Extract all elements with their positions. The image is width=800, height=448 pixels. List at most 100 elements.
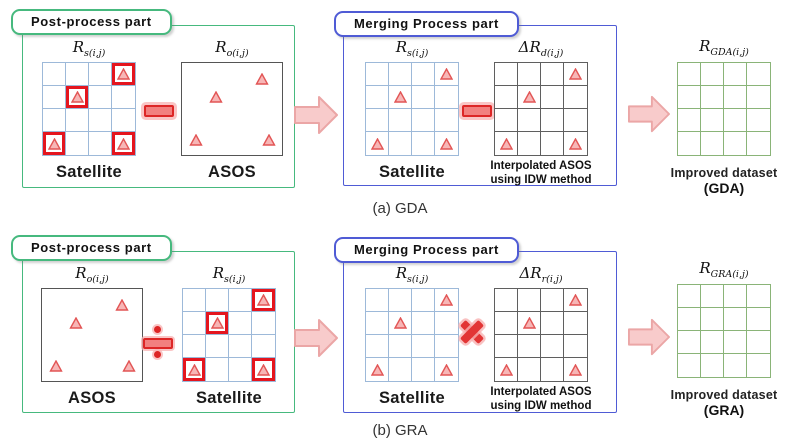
output-grid-label: RGDA(i,j)	[699, 37, 749, 58]
merge-satellite-grid-label: Rs(i,j)	[395, 264, 429, 285]
asos-scatter-box	[41, 288, 143, 382]
grid-cell	[389, 109, 412, 132]
grid-cell	[112, 86, 135, 109]
grid-cell	[366, 63, 389, 86]
grid-cell	[206, 289, 229, 312]
grid-cell	[366, 86, 389, 109]
rain-gauge-triangle-icon	[70, 91, 84, 103]
grid-cell	[678, 132, 701, 155]
grid-cell	[206, 335, 229, 358]
grid-cell	[678, 285, 701, 308]
grid-cell	[366, 289, 389, 312]
grid-cell	[747, 109, 770, 132]
grid-cell	[229, 335, 252, 358]
grid-cell	[747, 132, 770, 155]
rain-gauge-triangle-icon	[522, 91, 536, 103]
station-triangle-icon	[69, 316, 83, 329]
merging-process-title: Merging Process part	[354, 16, 499, 31]
grid-cell	[389, 132, 412, 155]
grid-cell	[518, 289, 541, 312]
rain-gauge-triangle-icon	[569, 68, 582, 80]
grid-cell	[389, 312, 412, 335]
grid-cell	[366, 312, 389, 335]
rain-gauge-triangle-icon	[393, 317, 407, 329]
rain-gauge-triangle-icon	[49, 359, 63, 372]
grid-cell	[43, 132, 66, 155]
grid-cell	[66, 63, 89, 86]
grid-cell	[518, 109, 541, 132]
grid-cell	[66, 109, 89, 132]
grid-cell	[435, 289, 458, 312]
flow-arrow-icon	[627, 93, 671, 135]
station-triangle-icon	[209, 90, 223, 103]
rain-gauge-triangle-icon	[440, 68, 453, 80]
grid-cell	[564, 63, 587, 86]
grid-cell	[564, 86, 587, 109]
rain-gauge-triangle-icon	[210, 317, 224, 329]
merge-satellite-panel: Rs(i,j) Satellite	[356, 263, 468, 408]
grid-cell	[495, 335, 518, 358]
grid-cell	[678, 109, 701, 132]
merging-process-title-tab: Merging Process part	[334, 11, 519, 37]
rain-gauge-triangle-icon	[187, 363, 201, 376]
grid-cell	[701, 63, 724, 86]
grid-cell	[724, 109, 747, 132]
grid-cell	[541, 358, 564, 381]
rain-gauge-triangle-icon	[257, 294, 270, 306]
grid-cell	[678, 331, 701, 354]
grid-cell	[724, 331, 747, 354]
merge-satellite-panel: Rs(i,j) Satellite	[356, 37, 468, 182]
improved-dataset-caption: Improved dataset	[670, 388, 778, 402]
grid-cell	[412, 289, 435, 312]
rain-gauge-triangle-icon	[569, 294, 582, 306]
post-process-title: Post-process part	[31, 14, 152, 29]
grid-cell	[206, 312, 229, 335]
grid-cell	[66, 86, 89, 109]
rain-gauge-triangle-icon	[440, 137, 453, 150]
satellite-grid-label: Rs(i,j)	[212, 264, 246, 285]
grid-cell	[564, 109, 587, 132]
satellite-panel: Rs(i,j) Satellite	[33, 37, 145, 182]
grid-cell	[564, 335, 587, 358]
post-process-title-tab: Post-process part	[11, 235, 172, 261]
improved-dataset-caption: Improved dataset	[670, 166, 778, 180]
grid-cell	[678, 354, 701, 377]
post-process-box-gra: Post-process part Ro(i,j) ASOS Rs(i,j) S…	[11, 235, 295, 413]
interpolated-asos-grid-label: ΔRr(i,j)	[519, 264, 563, 285]
grid-cell	[412, 132, 435, 155]
rain-gauge-triangle-icon	[69, 316, 83, 329]
station-triangle-icon	[115, 298, 129, 311]
grid-cell	[495, 358, 518, 381]
grid-cell	[412, 335, 435, 358]
merging-process-box-gda: Merging Process part Rs(i,j) Satellite Δ…	[334, 11, 617, 186]
grid-cell	[412, 63, 435, 86]
post-process-box-gda: Post-process part Rs(i,j) Satellite Ro(i…	[11, 9, 295, 188]
rain-gauge-triangle-icon	[370, 137, 384, 150]
post-process-title: Post-process part	[31, 240, 152, 255]
grid-cell	[747, 86, 770, 109]
grid-cell	[412, 86, 435, 109]
interpolated-asos-grid	[494, 62, 588, 156]
grid-cell	[678, 63, 701, 86]
flow-arrow-icon	[293, 93, 339, 137]
improved-dataset-name: (GRA)	[703, 402, 745, 418]
rain-gauge-triangle-icon	[370, 363, 384, 376]
rain-gauge-triangle-icon	[255, 72, 269, 85]
grid-cell	[43, 86, 66, 109]
grid-cell	[183, 289, 206, 312]
grid-cell	[412, 358, 435, 381]
grid-cell	[724, 63, 747, 86]
asos-panel: Ro(i,j) ASOS	[33, 263, 151, 408]
grid-cell	[747, 331, 770, 354]
grid-cell	[518, 335, 541, 358]
grid-cell	[541, 132, 564, 155]
grid-cell	[229, 358, 252, 381]
grid-cell	[701, 308, 724, 331]
minus-operator-icon	[462, 105, 492, 117]
figure-caption-a: (a) GDA	[372, 200, 428, 217]
grid-cell	[564, 132, 587, 155]
grid-cell	[229, 312, 252, 335]
grid-cell	[701, 109, 724, 132]
grid-cell	[724, 132, 747, 155]
rain-gauge-triangle-icon	[499, 363, 513, 376]
